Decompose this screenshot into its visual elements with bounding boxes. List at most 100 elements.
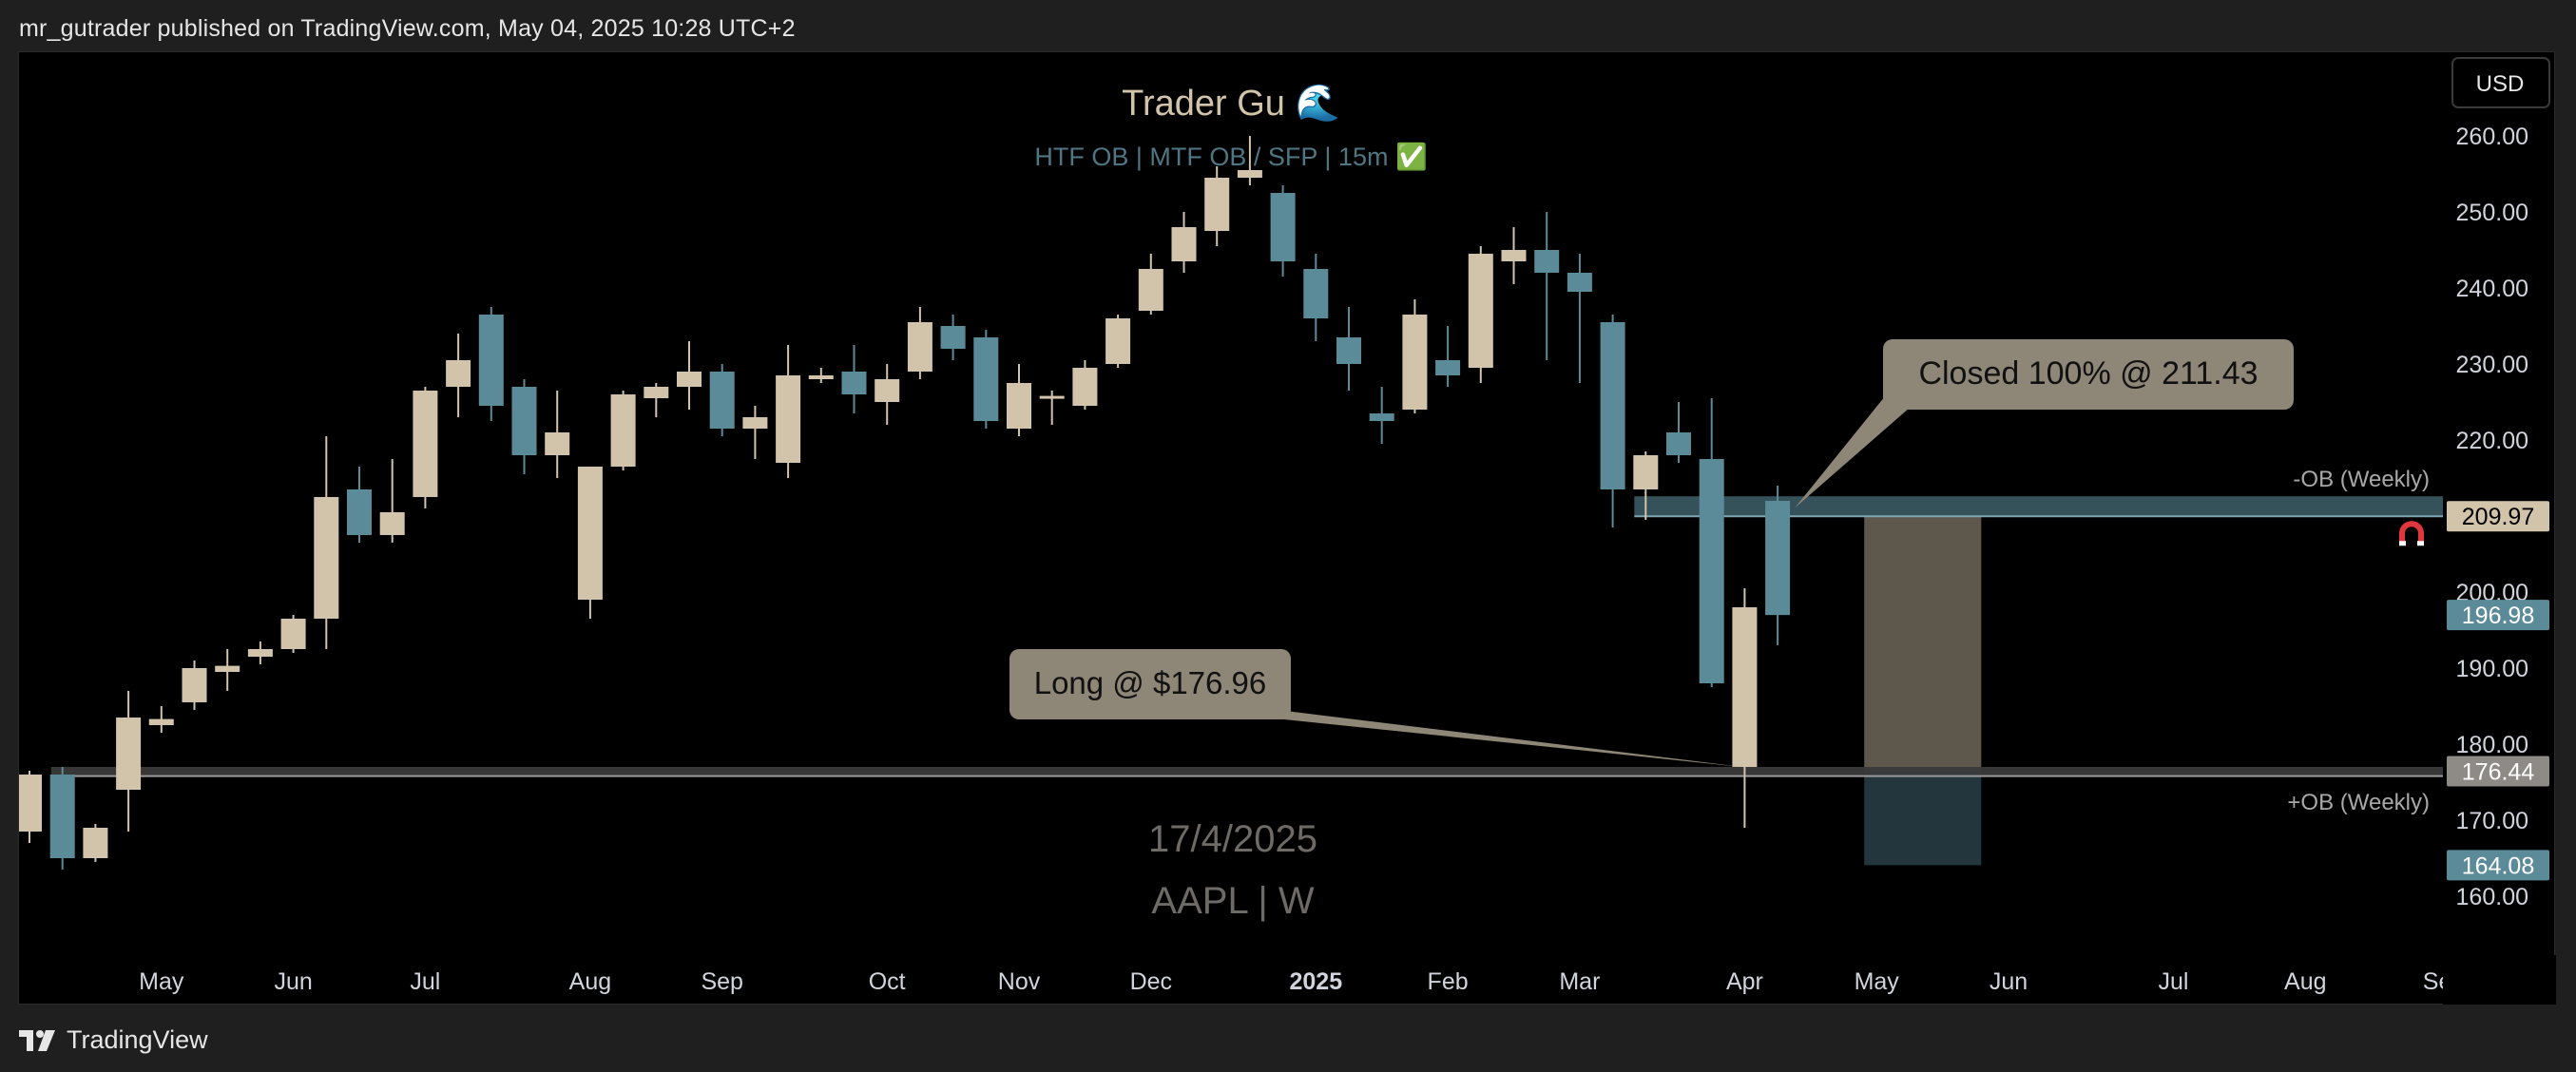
y-tick-label: 220.00 bbox=[2456, 428, 2528, 454]
candle[interactable] bbox=[247, 641, 273, 664]
candle-body bbox=[1007, 383, 1031, 429]
ob-weekly-resistance-zone[interactable] bbox=[1634, 496, 2443, 517]
candle[interactable] bbox=[1336, 307, 1361, 391]
candle-body bbox=[875, 379, 900, 402]
candle[interactable] bbox=[1501, 227, 1527, 284]
price-tag: 164.08 bbox=[2447, 850, 2549, 881]
candle-body bbox=[577, 467, 603, 600]
candle[interactable] bbox=[511, 379, 537, 474]
position-stop-zone[interactable] bbox=[1864, 771, 1982, 866]
x-tick-label: Jul bbox=[410, 968, 440, 995]
watermark-date: 17/4/2025 bbox=[1148, 818, 1317, 860]
candle-body bbox=[776, 375, 801, 463]
x-tick-label: Sep bbox=[701, 968, 742, 995]
footer-brand[interactable]: TradingView bbox=[67, 1025, 208, 1054]
candle[interactable] bbox=[1007, 364, 1031, 436]
candle[interactable] bbox=[1765, 486, 1791, 645]
currency-label: USD bbox=[2476, 71, 2525, 97]
candle[interactable] bbox=[1138, 254, 1163, 315]
candle[interactable] bbox=[478, 307, 504, 421]
candle-body bbox=[148, 718, 174, 725]
candle-body bbox=[1039, 395, 1065, 399]
candle[interactable] bbox=[1105, 315, 1131, 368]
candle[interactable] bbox=[1171, 212, 1197, 273]
candle-body bbox=[347, 489, 372, 535]
candle[interactable] bbox=[742, 406, 768, 459]
x-tick-label: Aug bbox=[569, 968, 611, 995]
candle-body bbox=[116, 718, 142, 790]
candle[interactable] bbox=[1369, 387, 1394, 444]
candle[interactable] bbox=[446, 334, 471, 417]
candle[interactable] bbox=[1534, 212, 1560, 360]
candle[interactable] bbox=[1204, 166, 1230, 246]
candle[interactable] bbox=[709, 364, 735, 436]
position-target-zone[interactable] bbox=[1864, 516, 1982, 772]
candle[interactable] bbox=[19, 771, 42, 843]
candle-body bbox=[1732, 607, 1758, 767]
tradingview-logo-icon[interactable] bbox=[19, 1029, 57, 1051]
price-tag: 176.44 bbox=[2447, 756, 2549, 787]
candle[interactable] bbox=[808, 368, 834, 383]
candle-body bbox=[973, 337, 999, 421]
ob-weekly-support-zone[interactable] bbox=[50, 767, 2444, 776]
candle[interactable] bbox=[545, 391, 570, 478]
candle[interactable] bbox=[347, 467, 372, 543]
candle-body bbox=[1171, 227, 1197, 261]
candle[interactable] bbox=[1633, 451, 1659, 520]
candle[interactable] bbox=[1600, 315, 1625, 527]
candle[interactable] bbox=[1435, 326, 1461, 387]
magnet-icon[interactable] bbox=[2399, 521, 2424, 546]
candle[interactable] bbox=[148, 706, 174, 733]
long-entry-callout[interactable]: Long @ $176.96 bbox=[1009, 649, 1745, 768]
candle[interactable] bbox=[1732, 588, 1758, 828]
x-tick-label: Jun bbox=[274, 968, 312, 995]
candle[interactable] bbox=[907, 307, 932, 379]
candle-body bbox=[1633, 455, 1659, 489]
candle[interactable] bbox=[776, 345, 801, 478]
candle-body bbox=[1699, 459, 1724, 683]
closed-position-callout[interactable]: Closed 100% @ 211.43 bbox=[1795, 339, 2294, 508]
candle[interactable] bbox=[577, 467, 603, 619]
x-tick-label: Dec bbox=[1130, 968, 1172, 995]
candle[interactable] bbox=[49, 767, 75, 870]
candle-body bbox=[841, 372, 867, 394]
candle-body bbox=[1666, 432, 1691, 455]
candle[interactable] bbox=[83, 824, 108, 862]
candle[interactable] bbox=[841, 345, 867, 413]
candle[interactable] bbox=[116, 691, 142, 832]
candle-body bbox=[907, 322, 932, 372]
candle[interactable] bbox=[1270, 185, 1296, 277]
callout-text: Long @ $176.96 bbox=[1034, 665, 1267, 700]
candle-body bbox=[1534, 250, 1560, 273]
candle[interactable] bbox=[1666, 402, 1691, 463]
candle[interactable] bbox=[973, 330, 999, 429]
candle[interactable] bbox=[610, 391, 636, 470]
candle[interactable] bbox=[940, 315, 966, 360]
candle[interactable] bbox=[677, 341, 702, 410]
candle[interactable] bbox=[1237, 136, 1262, 185]
candle[interactable] bbox=[215, 649, 240, 691]
candle[interactable] bbox=[413, 387, 438, 508]
candle[interactable] bbox=[379, 459, 405, 543]
footer: TradingView bbox=[19, 1025, 208, 1055]
candle[interactable] bbox=[182, 660, 207, 710]
chart-frame[interactable]: Long @ $176.96 Closed 100% @ 211.43 Trade… bbox=[18, 51, 2556, 1005]
candle[interactable] bbox=[1699, 398, 1724, 687]
candle[interactable] bbox=[875, 364, 900, 425]
candle[interactable] bbox=[1039, 391, 1065, 425]
candle-body bbox=[446, 360, 471, 387]
price-chart[interactable]: Long @ $176.96 Closed 100% @ 211.43 Trade… bbox=[19, 52, 2556, 1005]
candle[interactable] bbox=[1567, 254, 1592, 383]
candle[interactable] bbox=[644, 383, 669, 417]
candle-body bbox=[808, 375, 834, 379]
candle[interactable] bbox=[280, 615, 306, 653]
candle[interactable] bbox=[1072, 360, 1098, 410]
currency-button[interactable]: USD bbox=[2451, 57, 2550, 108]
candle[interactable] bbox=[314, 436, 339, 649]
candle-body bbox=[644, 387, 669, 398]
x-tick-label: Nov bbox=[998, 968, 1041, 995]
candle[interactable] bbox=[1303, 254, 1329, 341]
candle[interactable] bbox=[1402, 299, 1428, 413]
price-tag-text: 176.44 bbox=[2462, 758, 2535, 785]
candle[interactable] bbox=[1468, 246, 1493, 383]
